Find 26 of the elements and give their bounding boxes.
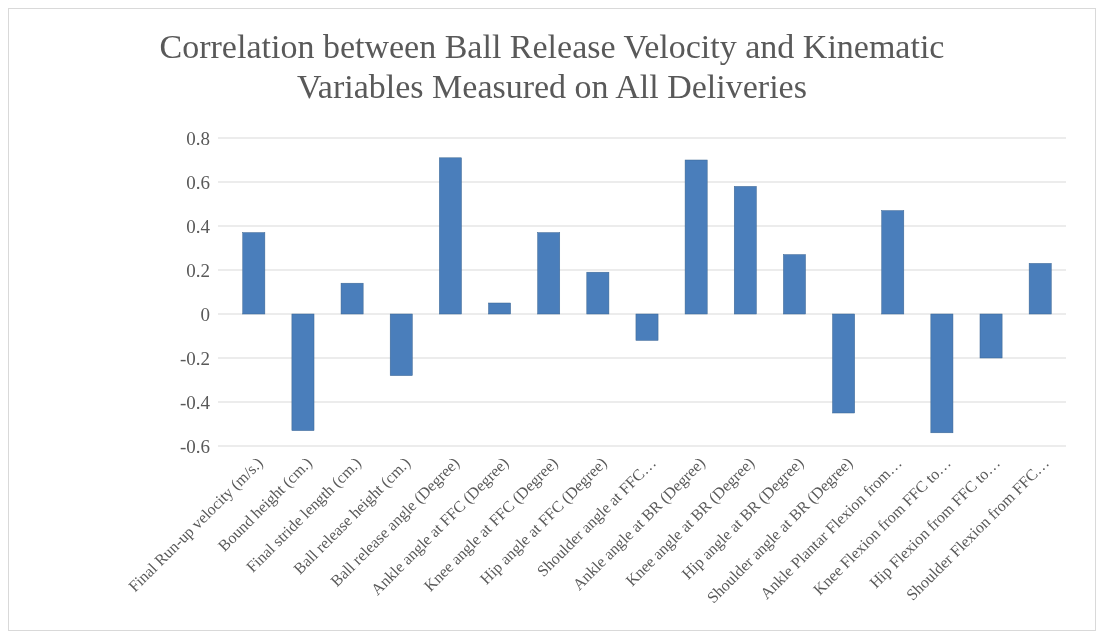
bar — [832, 313, 855, 414]
bar — [881, 210, 905, 315]
bar — [488, 302, 511, 315]
bar — [979, 313, 1003, 359]
y-tick-label: 0 — [200, 303, 210, 325]
bar — [1028, 263, 1052, 315]
bar — [291, 313, 315, 431]
y-tick-label: 0.6 — [186, 171, 210, 193]
y-tick-label: -0.6 — [179, 435, 210, 457]
y-tick-label: 0.2 — [186, 259, 210, 281]
bar — [242, 232, 266, 315]
bar — [439, 157, 462, 315]
bar — [586, 271, 610, 315]
y-tick-label: 0.8 — [186, 127, 210, 149]
bar — [684, 159, 708, 315]
bar — [930, 313, 954, 434]
y-tick-label: 0.4 — [186, 215, 211, 237]
chart-title: Correlation between Ball Release Velocity and Kinematic Variables Measured on All Deliveries — [159, 28, 945, 105]
bar — [389, 313, 413, 376]
bar — [340, 282, 364, 315]
bar — [537, 232, 561, 315]
bar — [635, 313, 659, 341]
y-tick-label: -0.4 — [179, 391, 211, 413]
bar — [733, 186, 757, 315]
y-tick-label: -0.2 — [179, 347, 210, 369]
bar — [783, 254, 806, 315]
